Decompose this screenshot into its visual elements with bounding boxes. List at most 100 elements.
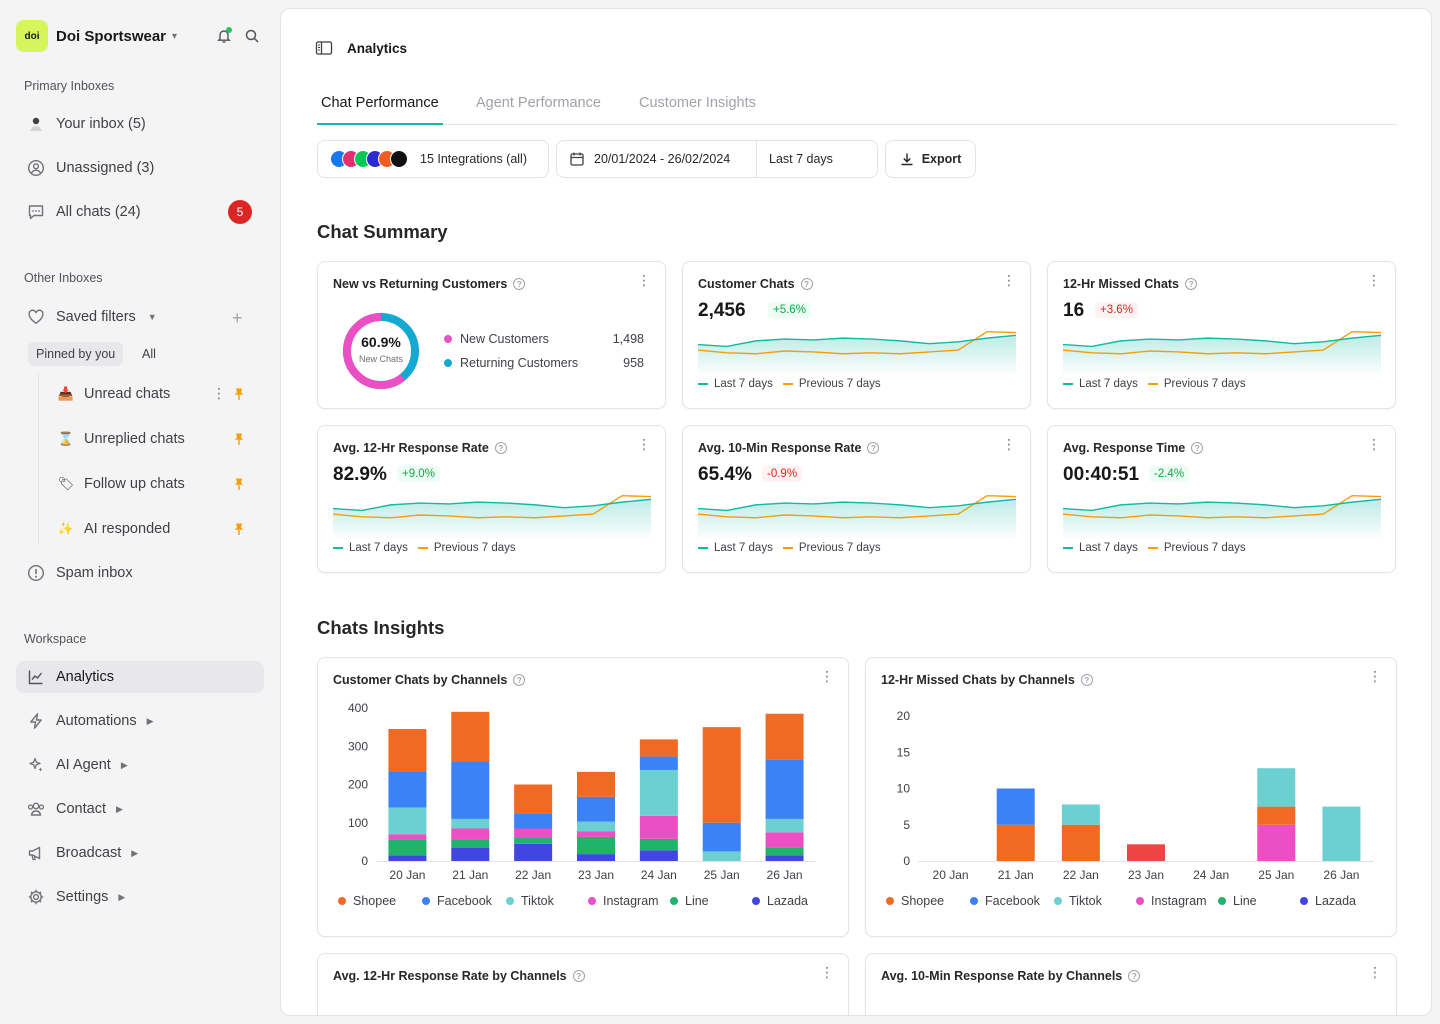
pin-icon[interactable]	[232, 387, 246, 401]
nav-ai-agent[interactable]: AI Agent ▶	[16, 747, 264, 783]
tab-agent-performance[interactable]: Agent Performance	[476, 95, 601, 111]
caret-right-icon: ▶	[131, 847, 139, 858]
legend-item-shopee[interactable]: Shopee	[886, 894, 944, 908]
filter-unreplied-chats[interactable]: ⌛ Unreplied chats	[48, 421, 260, 457]
help-icon[interactable]: ?	[867, 442, 880, 454]
metric-card-response-time: Avg. Response Time? ⋮ 00:40:51 -2.4% Last 7 …	[1047, 425, 1396, 573]
legend-dot	[1218, 897, 1226, 905]
nav-label: Settings	[56, 889, 109, 905]
bar-segment-facebook	[639, 756, 678, 770]
notification-dot	[226, 27, 232, 33]
nav-automations[interactable]: Automations ▶	[16, 703, 264, 739]
other-inboxes-label: Other Inboxes	[24, 271, 103, 285]
more-options-icon[interactable]: ⋮	[1367, 436, 1381, 452]
chevron-down-icon: ▾	[172, 30, 178, 42]
help-icon[interactable]: ?	[1080, 674, 1093, 686]
more-options-icon[interactable]: ⋮	[820, 964, 834, 980]
help-icon[interactable]: ?	[494, 442, 507, 454]
pin-icon[interactable]	[232, 477, 246, 491]
add-filter-icon[interactable]: +	[232, 308, 243, 328]
workspace-switcher[interactable]: doi Doi Sportswear ▾	[16, 20, 177, 52]
legend-swatch	[333, 547, 343, 549]
nav-saved-filters[interactable]: Saved filters ▼	[16, 299, 264, 335]
metric-value: 00:40:51	[1063, 464, 1140, 485]
integrations-selector[interactable]: 15 Integrations (all)	[317, 140, 549, 178]
nav-your-inbox[interactable]: Your inbox (5)	[16, 106, 264, 142]
more-options-icon[interactable]: ⋮	[212, 385, 226, 401]
primary-inboxes-label: Primary Inboxes	[24, 79, 115, 93]
card-title: Customer Chats by Channels?	[333, 673, 526, 687]
legend-label: Returning Customers	[460, 356, 579, 370]
help-icon[interactable]: ?	[1128, 970, 1141, 982]
legend-swatch	[1147, 383, 1158, 385]
more-options-icon[interactable]: ⋮	[820, 668, 834, 684]
bar-segment-facebook	[996, 788, 1035, 825]
help-icon[interactable]: ?	[513, 278, 526, 290]
date-range-picker[interactable]: 20/01/2024 - 26/02/2024 Last 7 days	[556, 140, 878, 178]
legend-item-line[interactable]: Line	[670, 894, 709, 908]
y-tick-label: 200	[348, 778, 368, 792]
tree-divider	[38, 374, 39, 544]
filter-follow-up-chats[interactable]: 🏷 Follow up chats	[48, 466, 260, 502]
legend-item-facebook[interactable]: Facebook	[422, 894, 492, 908]
legend-item-lazada[interactable]: Lazada	[752, 894, 808, 908]
legend-item-shopee[interactable]: Shopee	[338, 894, 396, 908]
help-icon[interactable]: ?	[1191, 442, 1204, 454]
nav-broadcast[interactable]: Broadcast ▶	[16, 835, 264, 871]
card-title-text: Avg. 10-Min Response Rate by Channels	[881, 969, 1123, 983]
legend-item-tiktok[interactable]: Tiktok	[506, 894, 554, 908]
card-title: Avg. 10-Min Response Rate?	[698, 441, 880, 455]
missed-chats-by-channels-card: 12-Hr Missed Chats by Channels? ⋮ 0 5 10 15 20…	[865, 657, 1397, 937]
caret-right-icon: ▶	[115, 803, 123, 814]
legend-item-facebook[interactable]: Facebook	[970, 894, 1040, 908]
more-options-icon[interactable]: ⋮	[1368, 668, 1382, 684]
more-options-icon[interactable]: ⋮	[1002, 436, 1016, 452]
date-range-field[interactable]: 20/01/2024 - 26/02/2024	[557, 141, 757, 177]
new-vs-returning-donut	[343, 313, 419, 389]
tab-chat-performance[interactable]: Chat Performance	[317, 87, 443, 125]
filter-unread-chats[interactable]: 📥 Unread chats	[48, 376, 260, 412]
pin-icon[interactable]	[232, 522, 246, 536]
more-options-icon[interactable]: ⋮	[1367, 272, 1381, 288]
legend-item-line[interactable]: Line	[1218, 894, 1257, 908]
filter-ai-responded[interactable]: ✨ AI responded	[48, 511, 260, 547]
legend-label: Lazada	[767, 894, 809, 908]
legend-item-lazada[interactable]: Lazada	[1300, 894, 1356, 908]
tab-all-filters[interactable]: All	[142, 347, 156, 361]
metric-card-12hr-response-rate: Avg. 12-Hr Response Rate? ⋮ 82.9% +9.0% Last…	[317, 425, 666, 573]
legend-label: Facebook	[985, 894, 1040, 908]
legend-item-instagram[interactable]: Instagram	[1136, 894, 1207, 908]
bar-segment-facebook	[388, 771, 427, 808]
help-icon[interactable]: ?	[800, 278, 813, 290]
nav-spam-inbox[interactable]: Spam inbox	[16, 555, 264, 591]
nav-contact[interactable]: Contact ▶	[16, 791, 264, 827]
bar-segment-facebook	[577, 796, 615, 822]
stacked-bar-chart: 0 5 10 15 20 20 Jan 21 Jan 22 Jan 23 Jan 24 Jan 25…	[897, 709, 1374, 882]
export-button[interactable]: Export	[885, 140, 976, 178]
more-options-icon[interactable]: ⋮	[637, 272, 651, 288]
tab-customer-insights[interactable]: Customer Insights	[639, 95, 756, 111]
legend-item-tiktok[interactable]: Tiktok	[1054, 894, 1102, 908]
nav-unassigned[interactable]: Unassigned (3)	[16, 150, 264, 186]
period-select[interactable]: Last 7 days	[769, 152, 833, 166]
help-icon[interactable]: ?	[572, 970, 585, 982]
nav-analytics[interactable]: Analytics	[16, 661, 264, 693]
more-options-icon[interactable]: ⋮	[637, 436, 651, 452]
tab-pinned-by-you[interactable]: Pinned by you	[28, 342, 124, 366]
search-icon[interactable]	[244, 28, 260, 44]
filter-label: Unread chats	[84, 386, 171, 402]
more-options-icon[interactable]: ⋮	[1002, 272, 1016, 288]
sidebar-toggle-icon[interactable]	[315, 39, 333, 57]
card-title: New vs Returning Customers?	[333, 277, 526, 291]
help-icon[interactable]: ?	[1185, 278, 1198, 290]
unread-count-badge: 5	[228, 200, 252, 224]
legend-item-instagram[interactable]: Instagram	[588, 894, 659, 908]
pin-icon[interactable]	[232, 432, 246, 446]
nav-all-chats[interactable]: All chats (24)	[16, 194, 264, 230]
nav-settings[interactable]: Settings ▶	[16, 879, 264, 915]
help-icon[interactable]: ?	[513, 674, 526, 686]
caret-right-icon: ▶	[120, 759, 128, 770]
legend-label: Facebook	[437, 894, 492, 908]
x-tick-label: 24 Jan	[1193, 868, 1229, 882]
more-options-icon[interactable]: ⋮	[1368, 964, 1382, 980]
